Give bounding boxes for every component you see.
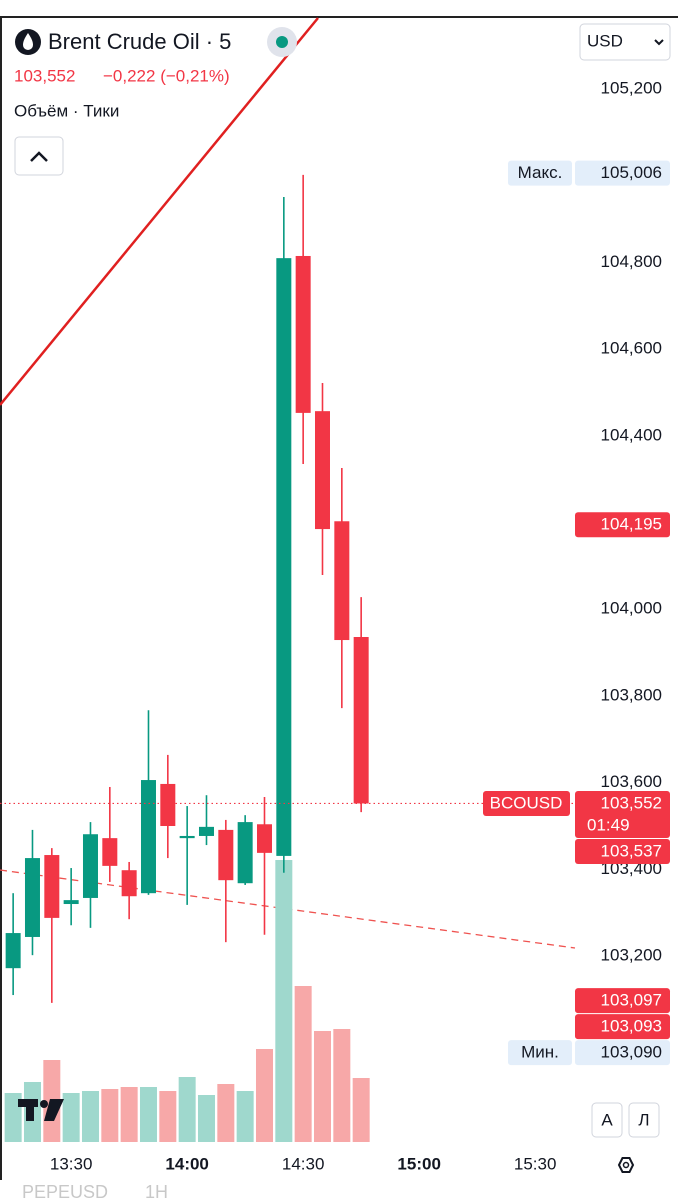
log-button[interactable] [628,1102,660,1138]
volume-bar [294,986,312,1142]
volume-bar [352,1078,370,1142]
y-tick-label: 103,200 [601,946,662,965]
indicator: Объём · Тики [14,101,119,120]
y-tick-label: 103,800 [601,685,662,704]
candle-body [314,411,330,530]
marker-tag [508,1040,572,1066]
y-tick-label: 104,800 [601,252,662,271]
volume-bar [81,1091,99,1142]
candle-body [198,826,214,836]
price-label: 103,552 [601,793,662,812]
y-tick-label: 103,600 [601,772,662,791]
change: −0,222 (−0,21%) [103,66,230,85]
candle-body [5,933,21,969]
collapse-button[interactable] [14,136,64,176]
collapse-icon [30,151,48,162]
volume-bar [62,1093,80,1142]
price-badge [575,790,670,838]
volume-bar [197,1095,215,1142]
y-tick-label: 104,000 [601,599,662,618]
auto-button[interactable] [591,1102,623,1138]
marker-label: 105,006 [601,163,662,182]
candle-body [63,900,79,905]
marker-tag [508,160,572,186]
candle-body [82,834,98,898]
candle-body [353,637,369,804]
candle-body [24,858,40,937]
marker-label: 103,093 [601,1017,662,1036]
settings-icon-center [622,1161,630,1169]
tv-logo-part [44,1099,64,1121]
symbol-label: BCOUSD [490,793,563,812]
candle-body [334,521,350,641]
volume-bar [333,1029,351,1142]
status-dot [276,36,288,48]
trend-line [0,17,319,406]
quote: 103,552 [14,66,75,85]
volume-bar [159,1091,177,1142]
volume-bar [101,1089,119,1142]
marker-label: 104,195 [601,515,662,534]
candle-body [121,870,137,897]
candle-body [102,838,118,866]
footer-symbol: PEPEUSD [22,1182,108,1200]
volume-bar [217,1084,235,1142]
x-tick-label: 13:30 [50,1154,93,1173]
y-tick-label: 105,200 [601,79,662,98]
x-tick-label: 14:00 [165,1154,208,1173]
candle-body [256,824,272,853]
x-tick-label: 15:30 [514,1154,557,1173]
symbol-badge [483,790,570,816]
volume-bar [139,1087,157,1142]
marker-badge [575,838,670,864]
volume-bar [4,1093,22,1142]
marker-name: Мин. [521,1043,559,1062]
button-label: Л [638,1110,649,1129]
candle-body [276,258,292,856]
candle-body [179,835,195,839]
candle-body [237,822,253,884]
volume-bar [120,1087,138,1142]
volume-bar [275,860,293,1142]
marker-badge [575,160,670,186]
marker-label: 103,537 [601,841,662,860]
logo-drop [23,33,33,50]
footer-interval: 1H [145,1182,168,1200]
tv-logo-part [26,1099,34,1121]
volume-bar [236,1091,254,1142]
marker-name: Макс. [518,163,563,182]
marker-badge [575,988,670,1014]
marker-label: 103,090 [601,1043,662,1062]
marker-label: 103,097 [601,991,662,1010]
marker-badge [575,512,670,538]
currency: USD [587,31,623,50]
tv-logo-part [40,1100,48,1108]
x-tick-label: 14:30 [282,1154,325,1173]
candle-body [140,780,156,894]
volume-bar [178,1077,196,1142]
volume-bar [255,1049,273,1142]
y-tick-label: 104,600 [601,339,662,358]
candle-body [44,855,60,918]
x-tick-label: 15:00 [397,1154,440,1173]
currency-select[interactable] [579,23,671,61]
title: Brent Crude Oil · 5 [48,29,231,54]
tv-logo [18,1099,64,1121]
settings-icon[interactable] [617,1157,635,1173]
countdown: 01:49 [587,815,630,834]
y-tick-label: 104,400 [601,425,662,444]
volume-bar [313,1031,331,1142]
candle-body [160,783,176,826]
marker-badge [575,1014,670,1040]
candle-body [218,829,234,881]
marker-badge [575,1040,670,1066]
candle-body [295,255,311,413]
chevron [654,39,664,46]
button-label: A [601,1110,613,1129]
